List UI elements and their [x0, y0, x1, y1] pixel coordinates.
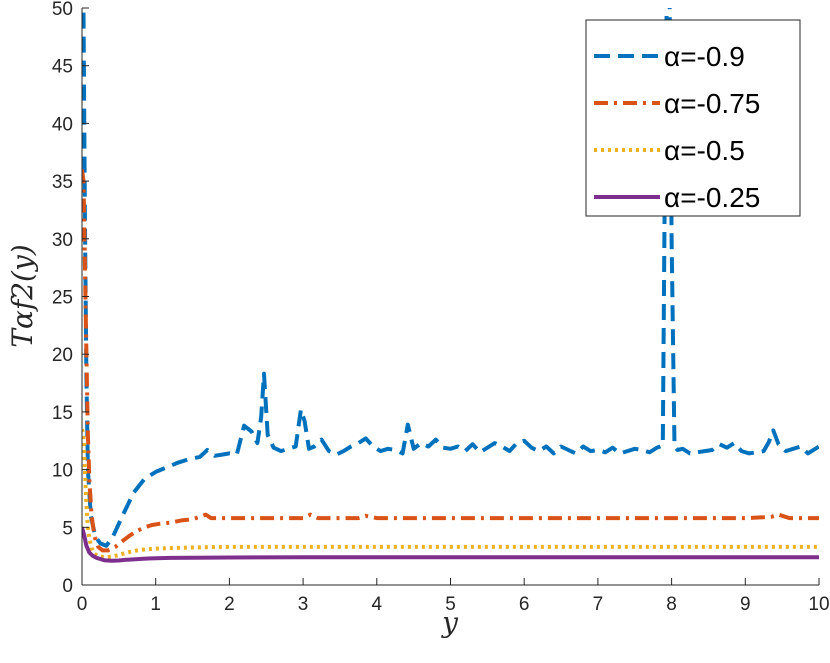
x-tick-label: 8: [666, 594, 677, 615]
y-tick-label: 40: [52, 114, 73, 135]
x-tick-label: 6: [519, 594, 530, 615]
y-tick-label: 45: [52, 57, 73, 78]
x-tick-label: 4: [372, 594, 383, 615]
y-tick-label: 20: [52, 345, 73, 366]
series-layer: [82, 8, 819, 563]
y-tick-label: 35: [52, 172, 73, 193]
legend-label-4: α=-0.25: [664, 182, 760, 213]
x-tick-label: 0: [77, 594, 88, 615]
legend-box: [585, 19, 801, 217]
x-tick-label: 7: [593, 594, 604, 615]
x-tick-label: 2: [224, 594, 235, 615]
y-tick-label: 15: [52, 403, 73, 424]
legend-label-3: α=-0.5: [664, 135, 745, 166]
series-line-2: [82, 169, 819, 553]
x-axis-label: y: [440, 606, 459, 639]
x-tick-label: 3: [298, 594, 309, 615]
axes: [81, 7, 820, 586]
legend: α=-0.9 α=-0.75 α=-0.5 α=-0.25: [585, 19, 801, 217]
y-tick-label: 50: [52, 0, 73, 20]
x-tick-label: 10: [808, 594, 829, 615]
x-tick-label: 5: [445, 594, 456, 615]
y-tick-label: 0: [62, 576, 73, 597]
y-tick-label: 25: [52, 288, 73, 309]
series-line-3: [82, 428, 819, 560]
y-axis-label: Tαf2(y): [6, 244, 39, 347]
x-tick-label: 9: [740, 594, 751, 615]
y-tick-label: 5: [62, 518, 73, 539]
legend-label-2: α=-0.75: [664, 88, 760, 119]
series-line-1: [82, 8, 819, 548]
y-tick-label: 30: [52, 230, 73, 251]
legend-label-1: α=-0.9: [664, 41, 745, 72]
series-line-4: [82, 526, 819, 563]
x-tick-label: 1: [150, 594, 161, 615]
y-tick-label: 10: [52, 461, 73, 482]
